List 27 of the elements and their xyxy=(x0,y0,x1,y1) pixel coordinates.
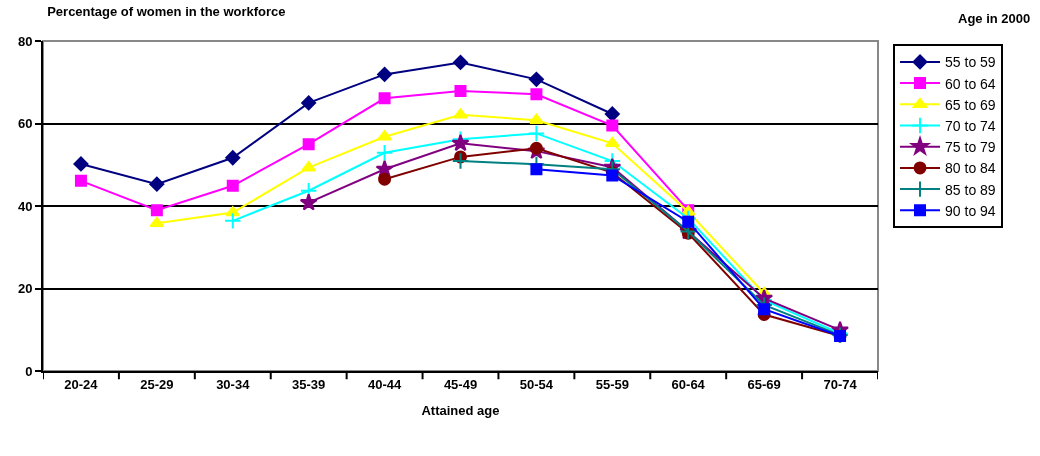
legend-title: Age in 2000 xyxy=(958,11,1031,26)
x-tick-label: 20-24 xyxy=(64,376,99,392)
legend-label: 85 to 89 xyxy=(945,181,996,198)
x-tick-label: 65-69 xyxy=(747,376,781,392)
chart-title: Percentage of women in the workforce xyxy=(47,3,286,19)
x-tick-label: 50-54 xyxy=(519,376,554,392)
x-tick-label: 55-59 xyxy=(595,376,629,392)
x-tick-label: 35-39 xyxy=(292,376,326,392)
legend-label: 60 to 64 xyxy=(945,75,996,92)
x-tick-label: 25-29 xyxy=(140,376,174,392)
x-tick-label: 70-74 xyxy=(823,376,858,392)
y-tick-label: 20 xyxy=(17,281,33,297)
legend-label: 70 to 74 xyxy=(945,117,996,134)
x-tick-label: 45-49 xyxy=(443,376,478,392)
y-tick-label: 40 xyxy=(17,198,33,214)
legend-label: 80 to 84 xyxy=(945,160,996,177)
x-axis-title: Attained age xyxy=(421,402,500,418)
x-tick-label: 30-34 xyxy=(216,376,251,392)
y-tick-label: 80 xyxy=(17,33,33,49)
legend-label: 75 to 79 xyxy=(945,139,996,156)
legend-label: 65 to 69 xyxy=(945,96,996,113)
x-tick-label: 60-64 xyxy=(671,376,706,392)
y-tick-label: 60 xyxy=(17,116,33,132)
legend-label: 90 to 94 xyxy=(945,202,996,219)
y-tick-label: 0 xyxy=(25,363,33,379)
legend-label: 55 to 59 xyxy=(945,54,996,71)
x-tick-label: 40-44 xyxy=(367,376,402,392)
